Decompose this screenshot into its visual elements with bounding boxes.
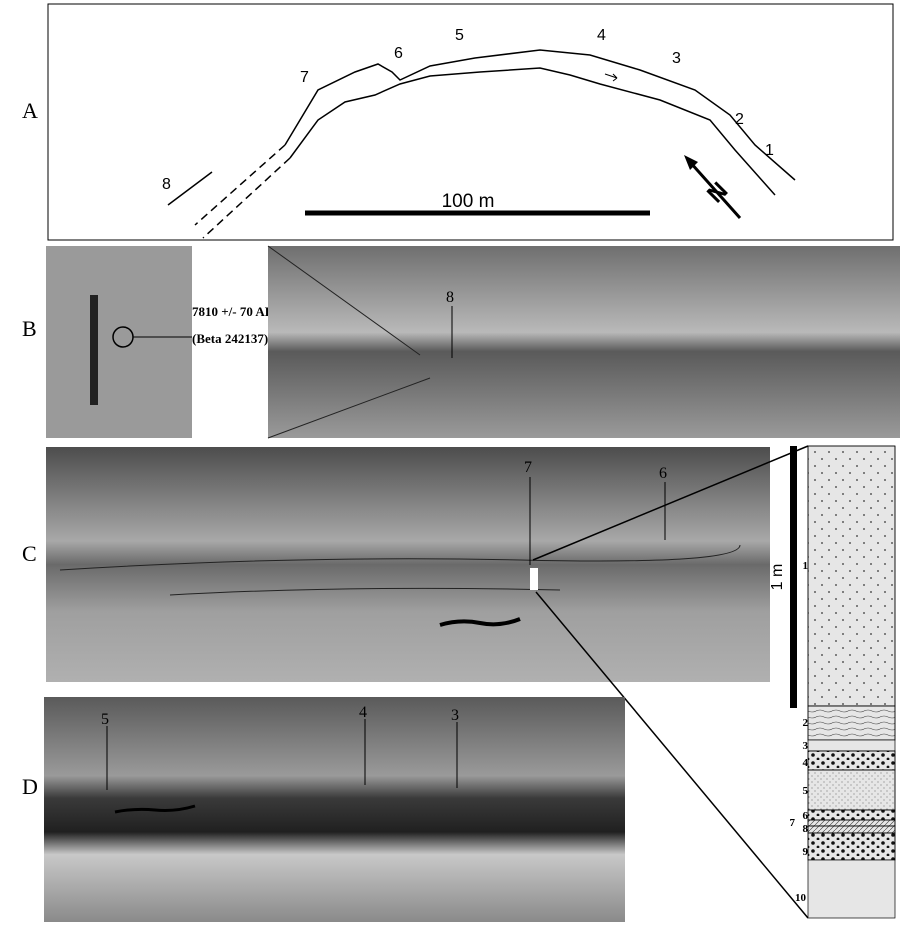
layer-label: 1 <box>803 560 809 572</box>
site-label: 7 <box>300 69 309 86</box>
knife <box>90 295 98 405</box>
site-label: 6 <box>394 45 403 62</box>
panorama-photo <box>268 246 900 438</box>
site-label: 5 <box>455 27 464 44</box>
layer-label: 4 <box>803 757 809 769</box>
site-label: 8 <box>446 289 454 306</box>
figure: A B C D 100 m N 1 2 3 4 5 6 7 8 7810 +/-… <box>0 0 908 928</box>
layer-label: 3 <box>803 740 809 752</box>
date-label: 7810 +/- 70 AP <box>192 304 273 319</box>
site-label: 3 <box>451 707 459 724</box>
site-label: 5 <box>101 711 109 728</box>
panel-label: A <box>22 98 38 123</box>
site-label: 1 <box>765 142 774 159</box>
site-label: 3 <box>672 50 681 67</box>
layer-label: 10 <box>795 892 807 904</box>
section-marker <box>530 568 538 590</box>
site-label: 2 <box>735 111 744 128</box>
site-label: 6 <box>659 465 667 482</box>
lab-code: (Beta 242137) <box>192 331 268 346</box>
site-label: 4 <box>359 704 367 721</box>
column-scale-label: 1 m <box>769 564 786 591</box>
panel-label: C <box>22 541 37 566</box>
inset-photo <box>46 246 192 438</box>
site-label: 4 <box>597 27 606 44</box>
layer-label: 8 <box>803 823 809 835</box>
panel-label: D <box>22 774 38 799</box>
panel-label: B <box>22 316 37 341</box>
layer-label: 7 <box>790 817 796 829</box>
site-label: 8 <box>162 176 171 193</box>
strat-column <box>808 446 895 918</box>
layer-label: 6 <box>803 810 809 822</box>
scale-label: 100 m <box>442 191 495 212</box>
layer-label: 9 <box>803 846 809 858</box>
column-scale-bar <box>790 446 797 708</box>
site-label: 7 <box>524 459 532 476</box>
layer-label: 5 <box>803 785 809 797</box>
layer-label: 2 <box>803 717 809 729</box>
